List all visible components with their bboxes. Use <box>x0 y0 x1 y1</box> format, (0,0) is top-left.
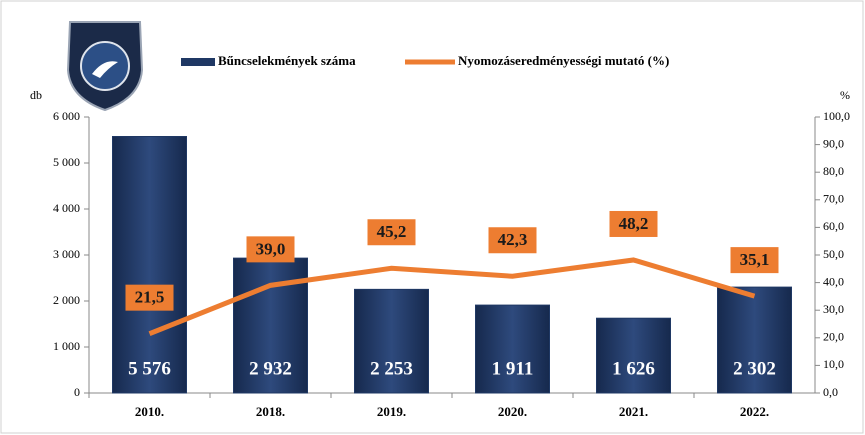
y-tick-label: 0 <box>74 385 80 399</box>
y2-tick-label: 90,0 <box>823 136 844 150</box>
y2-tick-label: 10,0 <box>823 357 844 371</box>
line-label-box <box>246 236 295 263</box>
bar-value-label: 2 253 <box>370 358 413 379</box>
bar-value-label: 1 626 <box>612 358 655 379</box>
y-tick-label: 6 000 <box>53 109 80 123</box>
line-value-label: 21,5 <box>135 288 165 307</box>
bar-value-label: 1 911 <box>492 358 534 379</box>
y-tick-label: 5 000 <box>53 155 80 169</box>
line-value-label: 48,2 <box>619 214 649 233</box>
legend-swatch <box>181 58 215 66</box>
bar <box>717 286 792 394</box>
legend-label: Nyomozáseredményességi mutató (%) <box>458 53 669 68</box>
y2-tick-label: 50,0 <box>823 247 844 261</box>
line-label-box <box>125 284 174 311</box>
x-tick-label: 2018. <box>256 404 285 419</box>
y-tick-label: 2 000 <box>53 293 80 307</box>
y-tick-label: 3 000 <box>53 247 80 261</box>
bar <box>596 317 671 394</box>
line <box>148 257 756 336</box>
bar-value-label: 5 576 <box>128 358 171 379</box>
x-tick-label: 2022. <box>740 404 769 419</box>
line-label-box <box>488 227 537 254</box>
legend-label: Bűncselekmények száma <box>218 53 356 68</box>
line-label-box <box>730 247 779 274</box>
logo <box>66 21 144 112</box>
y2-tick-label: 30,0 <box>823 302 844 316</box>
y2-tick-label: 40,0 <box>823 274 844 288</box>
bar <box>475 304 550 394</box>
bar-value-label: 2 932 <box>249 358 292 379</box>
y-tick-label: 1 000 <box>53 339 80 353</box>
line-label-box <box>367 219 416 246</box>
bar <box>354 288 429 394</box>
bar-value-label: 2 302 <box>733 358 776 379</box>
x-tick-label: 2010. <box>135 404 164 419</box>
y2-tick-label: 100,0 <box>823 109 850 123</box>
y2-tick-label: 60,0 <box>823 219 844 233</box>
y-axis-label: db <box>30 88 42 102</box>
line-value-label: 42,3 <box>498 230 528 249</box>
line-label-box <box>609 210 658 237</box>
y2-tick-label: 20,0 <box>823 330 844 344</box>
x-tick-label: 2021. <box>619 404 648 419</box>
x-tick-label: 2019. <box>377 404 406 419</box>
line-value-label: 39,0 <box>256 239 286 258</box>
y2-tick-label: 80,0 <box>823 164 844 178</box>
y-tick-label: 4 000 <box>53 201 80 215</box>
y2-axis-label: % <box>840 88 850 102</box>
bar <box>112 136 187 394</box>
y2-tick-label: 70,0 <box>823 192 844 206</box>
line-value-label: 45,2 <box>377 222 407 241</box>
y2-tick-label: 0,0 <box>823 385 838 399</box>
line-value-label: 35,1 <box>740 250 770 269</box>
x-tick-label: 2020. <box>498 404 527 419</box>
